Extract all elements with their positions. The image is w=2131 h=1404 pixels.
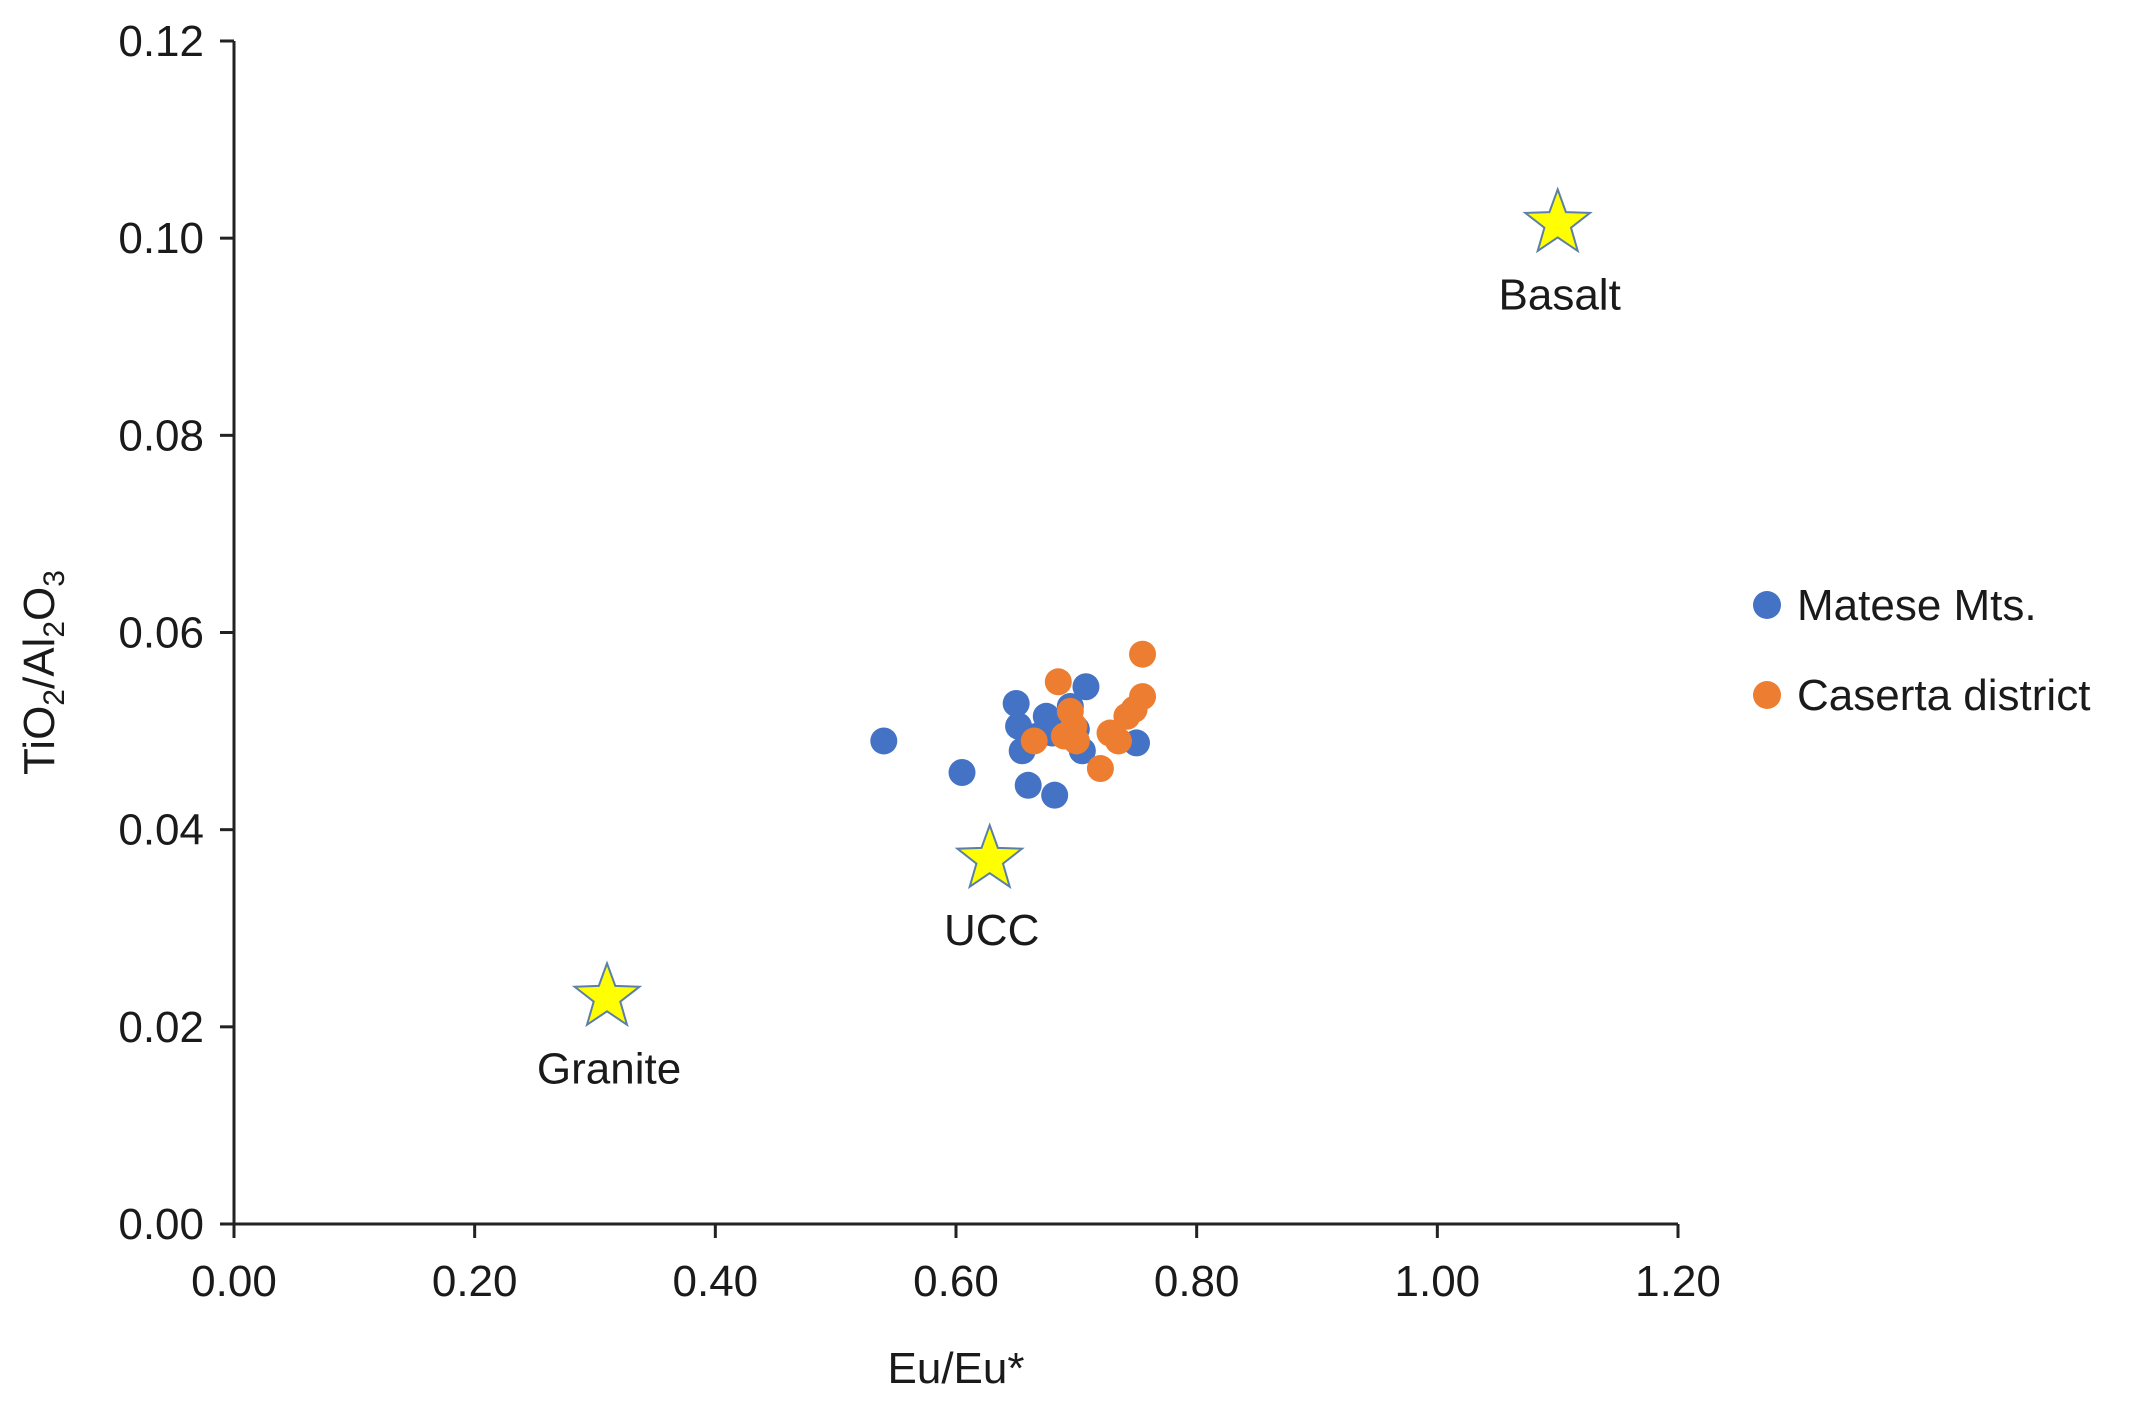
reference-granite: Granite <box>537 960 681 1093</box>
x-tick-label: 0.20 <box>432 1257 518 1306</box>
x-axis-title: Eu/Eu* <box>888 1344 1025 1393</box>
x-tick-label: 1.00 <box>1395 1257 1481 1306</box>
legend-label: Caserta district <box>1797 671 2090 720</box>
y-title-subscript: 2 <box>38 621 71 638</box>
data-point <box>1072 673 1100 701</box>
x-axis-ticks: 0.00 0.20 0.40 0.60 0.80 1.00 1.20 <box>191 1224 1721 1306</box>
reference-points-layer: Basalt UCC Granite <box>537 186 1621 1093</box>
y-axis-title: TiO2/Al2O3 <box>15 570 71 775</box>
x-tick-label: 0.60 <box>913 1257 999 1306</box>
y-tick-label: 0.02 <box>118 1003 204 1052</box>
reference-ucc: UCC <box>944 822 1039 955</box>
data-point <box>870 727 898 755</box>
series-caserta-district <box>1020 640 1157 783</box>
y-tick-label: 0.12 <box>118 17 204 66</box>
data-point <box>1104 727 1132 755</box>
y-title-part: /Al <box>15 638 64 689</box>
y-tick-label: 0.08 <box>118 411 204 460</box>
star-marker <box>1522 186 1593 254</box>
data-point <box>1020 727 1048 755</box>
y-title-part: O <box>15 587 64 621</box>
reference-basalt: Basalt <box>1499 186 1621 319</box>
axes <box>232 41 1678 1226</box>
data-point <box>1041 781 1069 809</box>
x-tick-label: 0.00 <box>191 1257 277 1306</box>
star-marker <box>571 960 643 1028</box>
reference-label: Basalt <box>1499 270 1621 319</box>
y-title-subscript: 3 <box>38 570 71 587</box>
legend: Matese Mts. Caserta district <box>1753 581 2090 720</box>
x-tick-label: 0.80 <box>1154 1257 1240 1306</box>
y-tick-label: 0.04 <box>118 806 204 855</box>
x-tick-label: 0.40 <box>673 1257 759 1306</box>
reference-label: Granite <box>537 1044 681 1093</box>
legend-marker <box>1753 591 1781 619</box>
series-layer <box>870 640 1157 809</box>
data-point <box>1062 727 1090 755</box>
legend-item: Matese Mts. <box>1753 581 2037 630</box>
data-point <box>1129 640 1157 668</box>
star-marker <box>954 822 1025 890</box>
y-tick-label: 0.10 <box>118 214 204 263</box>
legend-marker <box>1753 681 1781 709</box>
y-title-subscript: 2 <box>38 689 71 706</box>
x-tick-label: 1.20 <box>1635 1257 1721 1306</box>
data-point <box>948 758 976 786</box>
y-title-part: TiO <box>15 706 64 775</box>
y-tick-label: 0.06 <box>118 609 204 658</box>
data-point <box>1002 689 1030 717</box>
reference-label: UCC <box>944 906 1039 955</box>
legend-item: Caserta district <box>1753 671 2090 720</box>
legend-label: Matese Mts. <box>1797 581 2037 630</box>
data-point <box>1014 771 1042 799</box>
y-tick-label: 0.00 <box>118 1200 204 1249</box>
data-point <box>1086 755 1114 783</box>
data-point <box>1129 683 1157 711</box>
y-axis-ticks: 0.00 0.02 0.04 0.06 0.08 0.10 0.12 <box>118 17 234 1249</box>
data-point <box>1044 668 1072 696</box>
